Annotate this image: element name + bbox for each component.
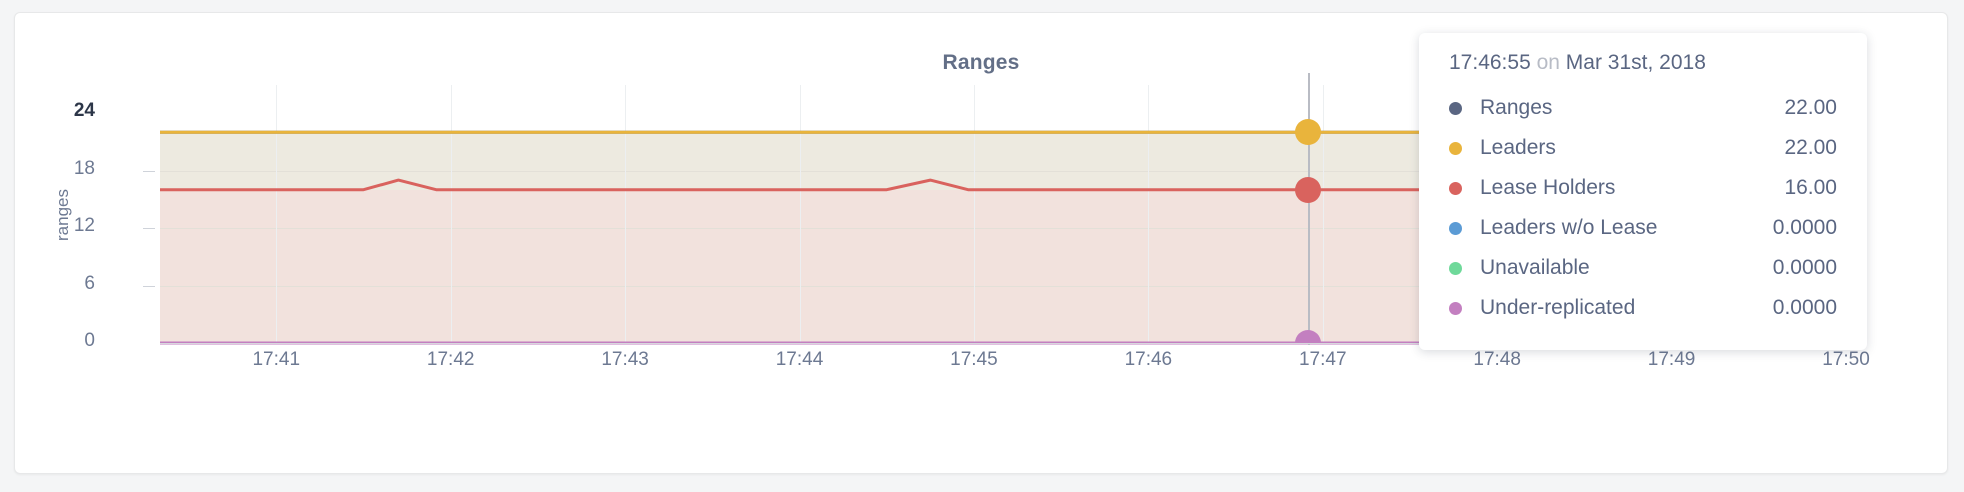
gridline-vertical xyxy=(625,85,627,343)
hover-marker-leaders xyxy=(1295,119,1322,146)
tooltip-on-word: on xyxy=(1536,51,1560,74)
tooltip-series-label: Under-replicated xyxy=(1480,296,1636,319)
metrics-chart-card: Ranges ranges 0 6 12 18 24 17:41 17:42 17:43 17… xyxy=(14,12,1948,474)
series-color-dot-icon xyxy=(1449,181,1462,195)
series-color-dot-icon xyxy=(1449,101,1462,115)
tooltip-row: Under-replicated 0.0000 xyxy=(1449,288,1837,328)
x-axis-tick-label: 17:45 xyxy=(950,349,998,370)
tooltip-rows: Ranges 22.00 Leaders 22.00 Lease Holders 16.0… xyxy=(1449,88,1837,328)
hover-marker-lease-holders xyxy=(1295,176,1322,203)
y-axis-tick-label: 12 xyxy=(73,215,95,236)
tooltip-row: Unavailable 0.0000 xyxy=(1449,248,1837,288)
x-axis-baseline xyxy=(160,343,1846,344)
tooltip-series-value: 0.0000 xyxy=(1772,256,1837,279)
gridline-horizontal xyxy=(160,285,1846,287)
y-axis-tick-mark xyxy=(143,228,155,229)
series-color-dot-icon xyxy=(1449,301,1462,315)
y-axis-tick-label: 24 xyxy=(73,100,95,121)
tooltip-series-label: Leaders w/o Lease xyxy=(1480,216,1658,239)
x-axis-tick-label: 17:43 xyxy=(601,349,649,370)
page-title: Ranges xyxy=(942,51,1020,74)
gridline-vertical xyxy=(799,85,801,343)
tooltip-series-value: 16.00 xyxy=(1784,176,1837,199)
x-axis-tick-label: 17:48 xyxy=(1473,349,1521,370)
tooltip-series-label: Lease Holders xyxy=(1480,176,1616,199)
gridline-vertical xyxy=(450,85,452,343)
x-axis-tick-label: 17:41 xyxy=(252,349,301,370)
x-axis-tick-label: 17:47 xyxy=(1298,349,1347,370)
hover-marker-under-replicated xyxy=(1295,330,1322,343)
x-axis-tick-label: 17:44 xyxy=(775,349,824,370)
series-line-lease-holders xyxy=(160,178,1846,192)
y-axis-tick-mark xyxy=(143,170,155,172)
tooltip-series-value: 22.00 xyxy=(1784,96,1837,119)
tooltip-row: Ranges 22.00 xyxy=(1449,88,1837,128)
tooltip-series-label: Unavailable xyxy=(1480,256,1590,279)
x-axis-tick-label: 17:46 xyxy=(1124,349,1173,370)
tooltip-series-value: 0.0000 xyxy=(1772,296,1837,319)
tooltip-series-value: 0.0000 xyxy=(1772,216,1837,239)
x-axis-tick-label: 17:50 xyxy=(1822,349,1870,370)
gridline-vertical xyxy=(1322,85,1324,343)
tooltip-series-label: Ranges xyxy=(1480,96,1553,119)
gridline-vertical xyxy=(1148,85,1150,343)
y-axis-tick-label: 18 xyxy=(73,157,95,179)
y-axis-tick-label: 0 xyxy=(84,330,95,351)
chart-tooltip: 17:46:55 on Mar 31st, 2018 Ranges 22.00 Le… xyxy=(1419,33,1867,350)
tooltip-time: 17:46:55 xyxy=(1449,51,1531,74)
x-axis-tick-label: 17:42 xyxy=(426,349,475,370)
hover-crosshair xyxy=(1308,73,1311,345)
tooltip-series-value: 22.00 xyxy=(1784,136,1837,159)
tooltip-header: 17:46:55 on Mar 31st, 2018 xyxy=(1449,51,1837,75)
gridline-vertical xyxy=(973,85,975,343)
tooltip-series-label: Leaders xyxy=(1480,136,1556,159)
y-axis-tick-label: 6 xyxy=(84,272,95,294)
series-color-dot-icon xyxy=(1449,261,1462,275)
gridline-horizontal xyxy=(160,170,1846,172)
tooltip-row: Leaders w/o Lease 0.0000 xyxy=(1449,208,1837,248)
x-axis-tick-label: 17:49 xyxy=(1647,349,1696,370)
tooltip-row: Lease Holders 16.00 xyxy=(1449,168,1837,208)
tooltip-row: Leaders 22.00 xyxy=(1449,128,1837,168)
series-color-dot-icon xyxy=(1449,141,1462,155)
series-color-dot-icon xyxy=(1449,221,1462,235)
gridline-vertical xyxy=(276,85,278,343)
tooltip-date: Mar 31st, 2018 xyxy=(1565,51,1706,74)
y-axis-tick-mark xyxy=(143,285,155,287)
gridline-horizontal xyxy=(160,228,1846,229)
